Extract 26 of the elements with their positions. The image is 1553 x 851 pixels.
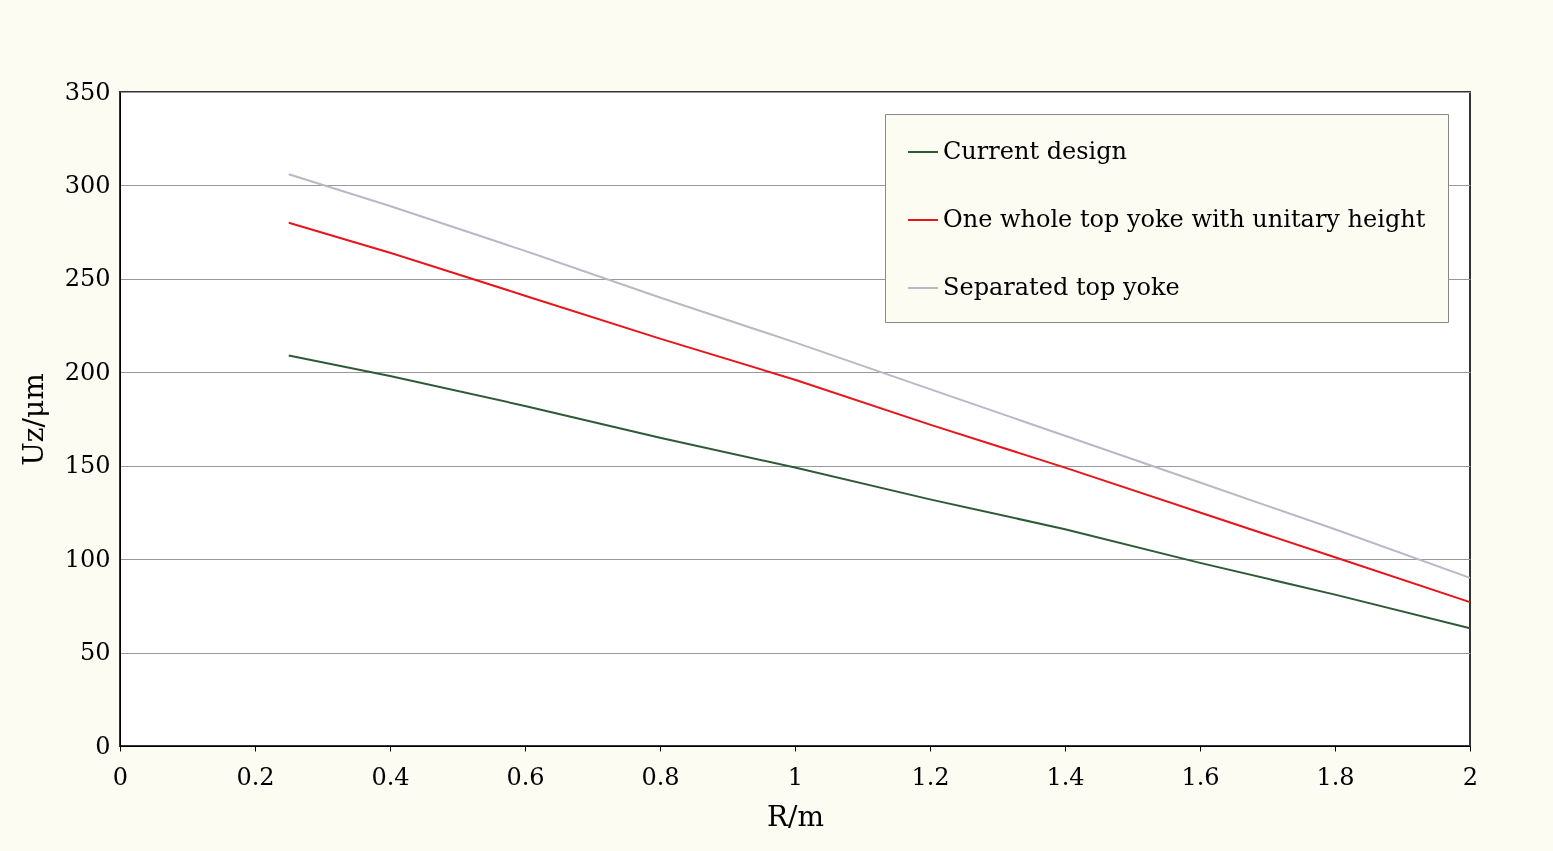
legend-label: One whole top yoke with unitary height (943, 205, 1426, 233)
x-tick-label: 1.2 (911, 762, 950, 791)
legend-label: Current design (943, 137, 1128, 165)
legend-label: Separated top yoke (943, 273, 1180, 301)
x-tick-label: 0.8 (641, 762, 680, 791)
x-tick-label: 1.4 (1046, 762, 1085, 791)
y-tick-label: 350 (64, 77, 111, 106)
x-tick-label: 0.2 (236, 762, 275, 791)
y-tick-label: 50 (79, 638, 111, 667)
line-series (287, 173, 1471, 579)
x-tick-label: 0.4 (371, 762, 410, 791)
x-tick-label: 1.6 (1181, 762, 1220, 791)
y-tick-label: 150 (64, 451, 111, 480)
y-tick-label: 200 (64, 357, 111, 386)
x-axis-title: R/m (766, 799, 825, 833)
y-axis-title: Uz/μm (16, 373, 50, 466)
x-tick-label: 2 (1462, 762, 1479, 791)
y-tick-label: 100 (64, 544, 111, 573)
y-tick-label: 250 (64, 264, 111, 293)
x-tick-label: 0 (112, 762, 129, 791)
y-tick-label: 0 (95, 731, 111, 760)
x-tick-label: 1 (787, 762, 804, 791)
line-series (287, 354, 1471, 630)
x-tick-label: 1.8 (1316, 762, 1355, 791)
y-tick-label: 300 (64, 170, 111, 199)
x-tick-label: 0.6 (506, 762, 545, 791)
